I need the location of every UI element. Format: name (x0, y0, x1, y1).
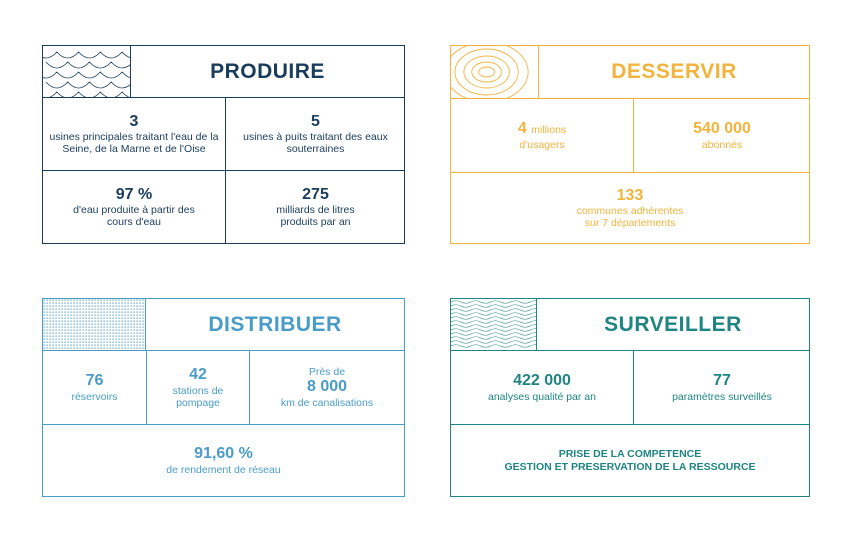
divider (633, 350, 634, 424)
stat-value: 133 (616, 186, 644, 204)
stat-reservoirs: 76 réservoirs (43, 351, 146, 424)
stat-liters: 275 milliards de litres produits par an (226, 171, 405, 243)
concentric-rings-icon (451, 46, 539, 98)
divider (43, 424, 404, 425)
stat-value: 42 (189, 366, 207, 384)
stat-parameters: 77 paramètres surveillés (634, 351, 810, 424)
surveiller-title: SURVEILLER (604, 312, 742, 336)
stat-label: stations de pompage (172, 384, 224, 409)
stat-value: 8 000 (306, 378, 348, 396)
produire-title: PRODUIRE (210, 59, 325, 83)
divider (451, 172, 809, 173)
stat-network-yield: 91,60 % de rendement de réseau (43, 425, 404, 496)
stat-water-percent: 97 % d'eau produite à partir des cours d… (43, 171, 225, 243)
banner-line-2: GESTION ET PRESERVATION DE LA RESSOURCE (504, 460, 756, 473)
distribuer-title: DISTRIBUER (208, 312, 342, 336)
distribuer-card: DISTRIBUER 76 réservoirs 42 stations de … (42, 298, 405, 497)
divider (146, 350, 147, 424)
produire-card: PRODUIRE 3 usines principales traitant l… (42, 45, 405, 244)
divider (451, 424, 809, 425)
stat-value: 422 000 (513, 372, 571, 390)
banner-line-1: PRISE DE LA COMPETENCE (558, 448, 702, 461)
stat-label: milliards de litres produits par an (276, 204, 355, 229)
produire-header: PRODUIRE (43, 46, 404, 98)
stat-communes: 133 communes adhérentes sur 7 départemen… (451, 173, 809, 243)
stat-label: km de canalisations (280, 396, 374, 409)
stat-label: communes adhérentes sur 7 départements (576, 205, 684, 230)
stat-analyses: 422 000 analyses qualité par an (451, 351, 633, 424)
divider (249, 350, 250, 424)
stat-value: 275 (302, 185, 329, 203)
stat-pumping-stations: 42 stations de pompage (147, 351, 249, 424)
distribuer-header: DISTRIBUER (43, 299, 404, 351)
stat-value: 97 % (115, 185, 153, 203)
wavy-lines-icon (451, 299, 537, 350)
stat-value: 76 (85, 372, 104, 390)
desservir-card: DESSERVIR 4 millions d'usagers 540 000 a… (450, 45, 810, 244)
stat-value: 4 (517, 120, 527, 138)
stat-label: d'eau produite à partir des cours d'eau (73, 204, 195, 229)
stat-label: d'usagers (519, 138, 565, 151)
competence-banner: PRISE DE LA COMPETENCE GESTION ET PRESER… (451, 425, 809, 496)
stat-label: abonnés (701, 138, 743, 151)
stat-prefix: Près de (308, 366, 346, 379)
stat-subscribers: 540 000 abonnés (634, 99, 810, 172)
desservir-title: DESSERVIR (611, 60, 737, 83)
stat-pipelines: Près de 8 000 km de canalisations (250, 351, 404, 424)
stat-factories: 3 usines principales traitant l'eau de l… (43, 98, 225, 170)
stat-label: de rendement de réseau (166, 463, 281, 476)
stat-label: réservoirs (71, 390, 118, 403)
stat-value: 540 000 (693, 120, 751, 138)
desservir-header: DESSERVIR (451, 46, 809, 99)
stat-label: paramètres surveillés (672, 390, 772, 403)
stat-users: 4 millions d'usagers (451, 99, 633, 172)
stat-label: usines principales traitant l'eau de la … (49, 131, 219, 156)
stat-value: 5 (311, 112, 320, 130)
stat-well-factories: 5 usines à puits traitant des eaux soute… (226, 98, 405, 170)
divider (43, 170, 404, 171)
waves-scales-icon (43, 46, 131, 97)
dot-grid-icon (43, 299, 146, 350)
stat-value: 3 (129, 112, 139, 130)
stat-value: 91,60 % (194, 445, 253, 463)
stat-value: 77 (713, 372, 731, 390)
divider (633, 98, 634, 172)
stat-label: analyses qualité par an (488, 390, 596, 403)
stat-unit: millions (531, 124, 567, 137)
stat-label: usines à puits traitant des eaux souterr… (243, 131, 388, 156)
surveiller-card: SURVEILLER 422 000 analyses qualité par … (450, 298, 810, 497)
surveiller-header: SURVEILLER (451, 299, 809, 351)
